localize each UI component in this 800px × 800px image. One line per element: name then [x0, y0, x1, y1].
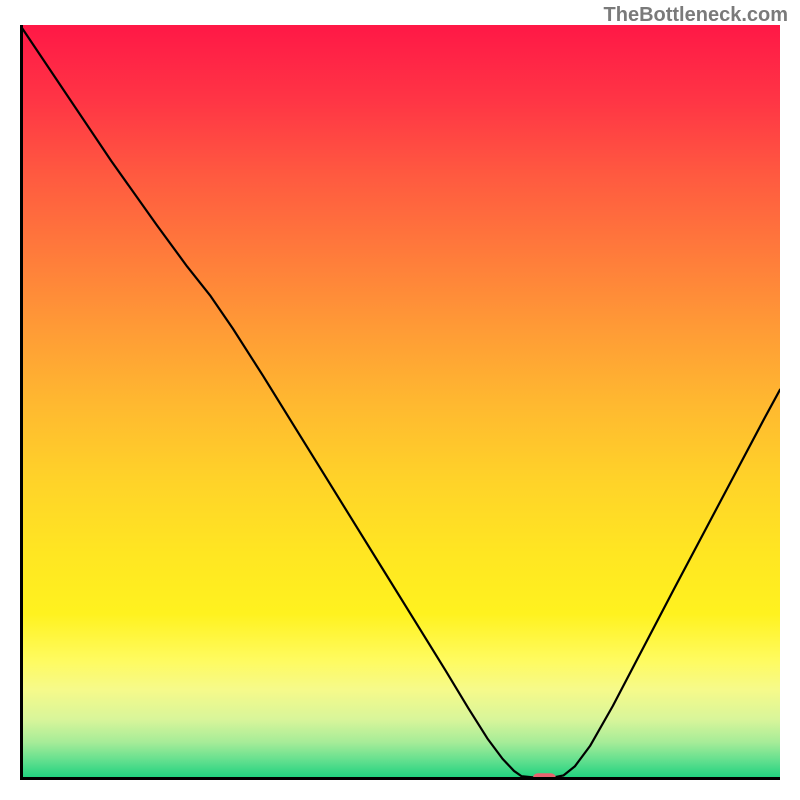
x-axis	[20, 777, 780, 780]
plot-area	[20, 25, 780, 780]
curve-layer	[20, 25, 780, 780]
y-axis	[20, 25, 23, 780]
bottleneck-curve	[20, 25, 780, 778]
bottleneck-chart: TheBottleneck.com	[0, 0, 800, 800]
watermark-text: TheBottleneck.com	[604, 4, 788, 27]
